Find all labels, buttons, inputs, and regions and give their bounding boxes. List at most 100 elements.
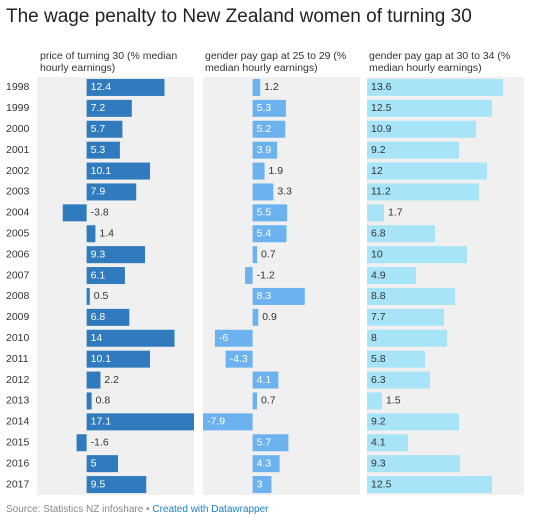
y-tick-label: 2005 (6, 228, 30, 240)
y-tick-label: 2009 (6, 311, 30, 323)
value-label: -1.2 (257, 269, 275, 281)
bar (214, 329, 253, 347)
bar (252, 225, 287, 243)
value-label: 2.2 (104, 374, 119, 386)
bar (86, 392, 92, 410)
bar (86, 141, 120, 159)
value-label: 6.3 (371, 374, 386, 386)
value-label: 1.4 (99, 228, 114, 240)
bar (367, 308, 444, 326)
bar (86, 99, 132, 117)
value-label: 5 (91, 457, 97, 469)
y-tick-label: 2001 (6, 144, 30, 156)
panel-background (37, 77, 194, 495)
credit: Created with Datawrapper (152, 504, 269, 515)
value-label: 10.1 (91, 165, 112, 177)
source: Source: Statistics NZ infoshare (6, 504, 144, 515)
bar (367, 267, 416, 285)
value-label: 5.4 (257, 228, 272, 240)
value-label: 7.2 (91, 102, 106, 114)
bar (252, 434, 289, 452)
bar (367, 204, 384, 222)
panel-background (203, 77, 360, 495)
bar (252, 308, 259, 326)
bar (86, 287, 90, 305)
bar (86, 162, 151, 180)
value-label: 9.2 (371, 144, 386, 156)
y-tick-label: 2004 (6, 207, 30, 219)
y-tick-label: 2003 (6, 186, 30, 198)
value-label: 4.9 (371, 269, 386, 281)
bar (252, 455, 280, 473)
panel-background (367, 77, 524, 495)
panel-label: price of turning 30 (% median hourly ear… (40, 50, 178, 74)
bar (367, 141, 459, 159)
y-tick-label: 2002 (6, 165, 30, 177)
bar (367, 183, 479, 201)
value-label: 5.7 (91, 123, 106, 135)
bar (252, 99, 286, 117)
bar (367, 225, 435, 243)
value-label: -4.3 (230, 353, 248, 365)
bar (203, 413, 253, 431)
bar (367, 371, 430, 389)
bar (252, 392, 258, 410)
bar (367, 99, 492, 117)
bar (367, 434, 408, 452)
bar (86, 225, 96, 243)
y-tick-label: 2017 (6, 478, 30, 490)
bar (86, 308, 130, 326)
value-label: -1.6 (91, 437, 109, 449)
bar (86, 120, 123, 138)
value-label: 3.9 (257, 144, 272, 156)
value-label: 1.5 (386, 395, 401, 407)
y-tick-label: 2007 (6, 269, 30, 281)
value-label: 5.3 (257, 102, 272, 114)
panel-label: gender pay gap at 25 to 29 (% median hou… (205, 50, 347, 74)
bar (252, 120, 286, 138)
bar (86, 350, 151, 368)
value-label: 8 (371, 332, 377, 344)
bar (252, 287, 305, 305)
bar (367, 246, 467, 264)
footer: Source: Statistics NZ infoshare • Create… (6, 504, 269, 515)
value-label: 0.7 (261, 395, 276, 407)
value-label: 5.8 (371, 353, 386, 365)
value-label: -3.8 (91, 207, 109, 219)
value-label: 4.1 (371, 437, 386, 449)
bar (245, 267, 253, 285)
value-label: 8.3 (257, 290, 272, 302)
bar (252, 162, 265, 180)
value-label: 3.3 (277, 186, 292, 198)
value-label: 12.5 (371, 102, 392, 114)
y-tick-label: 2013 (6, 395, 30, 407)
bar (86, 183, 137, 201)
y-tick-label: 2014 (6, 416, 30, 428)
plot: 1998 1999 2000 2001 2002 2003 2004 2005 2006 2007… (6, 77, 524, 495)
bar (252, 183, 274, 201)
bar (367, 350, 425, 368)
value-label: 3 (257, 478, 263, 490)
y-tick-label: 2006 (6, 248, 30, 260)
bar (86, 371, 101, 389)
value-label: 12 (371, 165, 383, 177)
value-label: 8.8 (371, 290, 386, 302)
bar (252, 371, 279, 389)
y-tick-label: 2016 (6, 457, 30, 469)
bar (86, 455, 119, 473)
bar (367, 455, 460, 473)
panel-label: gender pay gap at 30 to 34 (% median hou… (369, 50, 511, 74)
bar (252, 246, 258, 264)
value-label: 0.5 (94, 290, 109, 302)
y-tick-label: 2012 (6, 374, 30, 386)
value-label: 1.2 (264, 81, 279, 93)
value-label: 11.2 (371, 186, 391, 198)
value-label: -7.9 (207, 416, 225, 428)
value-label: 1.9 (269, 165, 284, 177)
value-label: 7.9 (91, 186, 106, 198)
value-label: 14 (91, 332, 103, 344)
bar (367, 120, 476, 138)
value-label: 9.5 (91, 478, 106, 490)
bar (252, 204, 288, 222)
